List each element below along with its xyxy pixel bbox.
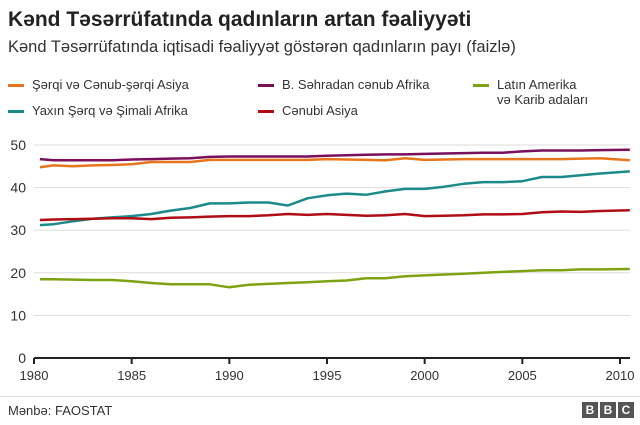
y-tick-label: 20 bbox=[10, 265, 26, 281]
legend-label-line2: və Karib adaları bbox=[497, 92, 589, 107]
legend-label: Yaxın Şərq və Şimali Afrika bbox=[32, 103, 188, 118]
x-tick-label: 2005 bbox=[508, 368, 537, 383]
legend-swatch bbox=[8, 110, 24, 113]
legend-item-ssa: B. Səhradan cənub Afrika bbox=[258, 77, 429, 92]
x-tick-label: 1980 bbox=[20, 368, 49, 383]
x-tick-label: 1985 bbox=[117, 368, 146, 383]
legend-label: Cənubi Asiya bbox=[282, 103, 358, 118]
y-tick-label: 10 bbox=[10, 307, 26, 323]
legend-item-east-asia: Şərqi və Cənub-şərqi Asiya bbox=[8, 77, 189, 92]
line-chart: 0 10 20 30 40 50 1980 1985 1990 1995 2000 2005 2010 bbox=[10, 137, 635, 383]
x-tick-label: 1995 bbox=[313, 368, 342, 383]
legend-label: B. Səhradan cənub Afrika bbox=[282, 77, 430, 92]
legend-swatch bbox=[258, 110, 274, 113]
legend-swatch bbox=[8, 84, 24, 87]
x-tick-label: 2000 bbox=[410, 368, 439, 383]
series-line bbox=[39, 208, 630, 222]
y-tick-label: 50 bbox=[10, 137, 26, 153]
series-line bbox=[39, 156, 630, 169]
y-tick-label: 40 bbox=[10, 180, 26, 196]
legend-item-latam: Latın Amerika və Karib adaları bbox=[473, 77, 588, 107]
y-tick-label: 30 bbox=[10, 222, 26, 238]
legend-label: Latın Amerika və Karib adaları bbox=[497, 77, 588, 107]
x-tick-label: 1990 bbox=[215, 368, 244, 383]
footer-divider bbox=[0, 396, 640, 397]
x-tick-label: 2010 bbox=[606, 368, 635, 383]
source-note: Mənbə: FAOSTAT bbox=[8, 403, 113, 418]
y-tick-label: 0 bbox=[18, 350, 26, 366]
series-line bbox=[39, 267, 630, 289]
chart-title: Kənd Təsərrüfatında qadınların artan fəa… bbox=[8, 8, 472, 31]
legend-item-middle-east: Yaxın Şərq və Şimali Afrika bbox=[8, 103, 188, 118]
legend-swatch bbox=[473, 84, 489, 87]
legend-swatch bbox=[258, 84, 274, 87]
series-line bbox=[39, 170, 630, 227]
legend-label: Şərqi və Cənub-şərqi Asiya bbox=[32, 77, 189, 92]
legend-label-line1: Latın Amerika bbox=[497, 77, 577, 92]
chart-subtitle: Kənd Təsərrüfatında iqtisadi fəaliyyət g… bbox=[8, 38, 516, 56]
legend-item-south-asia: Cənubi Asiya bbox=[258, 103, 358, 118]
series-line bbox=[39, 148, 630, 162]
